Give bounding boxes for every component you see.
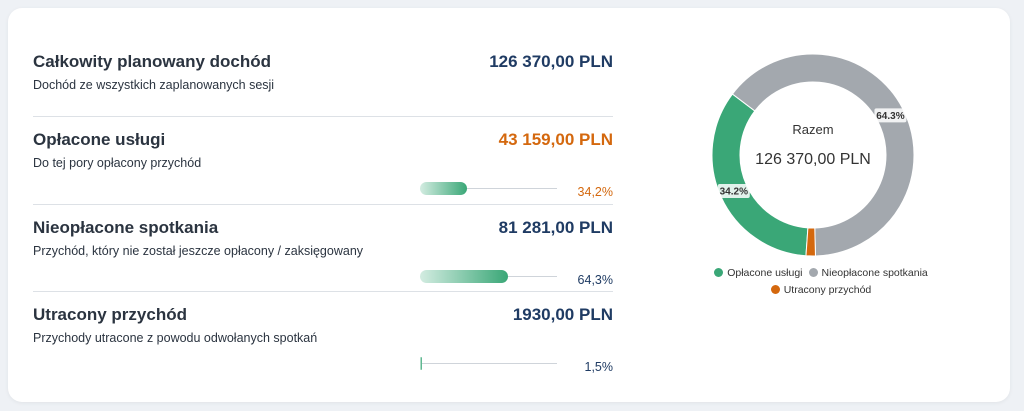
legend-label: Nieopłacone spotkania — [821, 267, 928, 279]
row-percent: 64,3% — [577, 273, 613, 287]
row-amount: 126 370,00 PLN — [489, 52, 613, 71]
donut-segment — [805, 227, 816, 257]
progress-fill — [420, 270, 509, 283]
row-title: Opłacone usługi — [33, 130, 166, 149]
divider — [33, 116, 613, 117]
divider — [33, 291, 613, 292]
row-subtitle: Przychody utracone z powodu odwołanych s… — [33, 331, 318, 345]
row: Opłacone usługi Do tej pory opłacony przy… — [33, 130, 613, 216]
row-subtitle: Przychód, który nie został jeszcze opłac… — [33, 244, 364, 258]
progress-fill — [420, 357, 423, 370]
donut-chart: Razem 126 370,00 PLN 34.2% 64.3% — [711, 53, 915, 257]
legend-item: Opłacone usługi — [714, 265, 803, 282]
row: Utracony przychód Przychody utracone z po… — [33, 305, 613, 391]
legend: Opłacone usługi Nieopłacone spotkania Utra… — [668, 265, 974, 299]
legend-dot — [808, 268, 818, 277]
row-amount: 43 159,00 PLN — [498, 130, 613, 149]
value-label-bg — [874, 108, 907, 123]
row-title: Utracony przychód — [33, 305, 187, 324]
value-label: 64.3% — [876, 111, 904, 122]
row-title: Całkowity planowany dochód — [33, 52, 272, 71]
donut-segment — [731, 53, 915, 257]
card: Razem 126 370,00 PLN 34.2% 64.3% Opłacone… — [8, 8, 1010, 402]
row-percent: 1,5% — [584, 360, 614, 374]
legend-label: Opłacone usługi — [727, 267, 803, 279]
legend-item: Utracony przychód — [770, 282, 872, 299]
row: Całkowity planowany dochód Dochód ze wszy… — [33, 52, 613, 138]
progress-track — [420, 363, 557, 364]
legend-item: Nieopłacone spotkania — [808, 265, 928, 282]
value-label-bg — [717, 183, 750, 198]
legend-dot — [770, 285, 780, 294]
row-subtitle: Do tej pory opłacony przychód — [33, 156, 202, 170]
donut-segment — [711, 93, 809, 257]
row-amount: 1930,00 PLN — [512, 305, 613, 324]
legend-dot — [714, 268, 724, 277]
row: Nieopłacone spotkania Przychód, który nie… — [33, 218, 613, 304]
value-label: 34.2% — [720, 186, 748, 197]
row-percent: 34,2% — [577, 185, 613, 199]
progress-track — [420, 188, 557, 189]
center-label: Razem — [792, 122, 833, 137]
row-amount: 81 281,00 PLN — [498, 218, 613, 237]
center-value: 126 370,00 PLN — [755, 151, 871, 168]
legend-label: Utracony przychód — [783, 284, 872, 296]
row-title: Nieopłacone spotkania — [33, 218, 219, 237]
divider — [33, 204, 613, 205]
row-subtitle: Dochód ze wszystkich zaplanowanych sesji — [33, 78, 275, 92]
progress-fill — [420, 182, 467, 195]
